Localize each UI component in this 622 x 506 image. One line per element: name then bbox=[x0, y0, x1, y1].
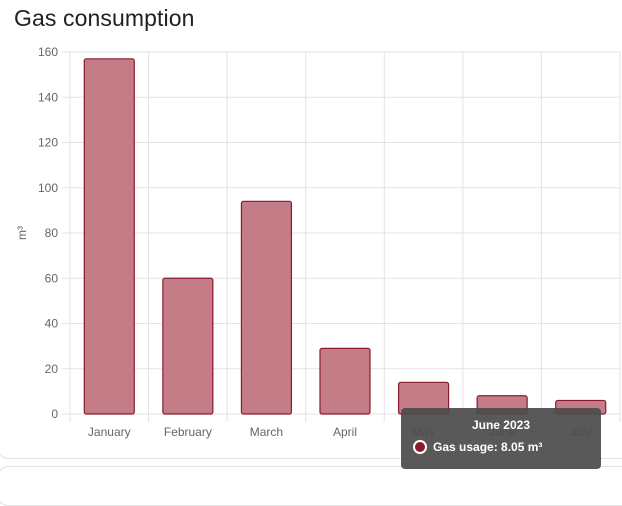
bar-march bbox=[240, 200, 293, 415]
tooltip-label: Gas usage: 8.05 m³ bbox=[433, 440, 543, 454]
x-tick-label: January bbox=[88, 425, 131, 439]
x-tick-label: April bbox=[333, 425, 357, 439]
card-title: Gas consumption bbox=[14, 5, 195, 31]
y-tick-label: 140 bbox=[38, 90, 58, 104]
y-tick-label: 20 bbox=[45, 362, 59, 376]
y-tick-label: 120 bbox=[38, 136, 58, 150]
bar-january bbox=[83, 58, 135, 415]
y-axis-title: m³ bbox=[15, 226, 29, 240]
bar-chart: 0 20 40 60 80 100 120 140 160 January February Marc… bbox=[15, 45, 621, 439]
chart-tooltip: June 2023 Gas usage: 8.05 m³ bbox=[401, 408, 601, 469]
y-tick-label: 40 bbox=[45, 317, 59, 331]
x-tick-label: March bbox=[250, 425, 283, 439]
series-swatch-icon bbox=[413, 440, 427, 454]
tooltip-title: June 2023 bbox=[471, 418, 531, 432]
tooltip-row: Gas usage: 8.05 m³ bbox=[413, 440, 542, 454]
y-tick-label: 80 bbox=[45, 226, 59, 240]
bar-april bbox=[319, 347, 371, 415]
bar-february bbox=[162, 277, 214, 415]
y-tick-label: 0 bbox=[51, 407, 58, 421]
y-tick-label: 160 bbox=[38, 45, 58, 59]
x-tick-label: February bbox=[164, 425, 212, 439]
y-tick-label: 100 bbox=[38, 181, 58, 195]
y-tick-label: 60 bbox=[45, 271, 59, 285]
